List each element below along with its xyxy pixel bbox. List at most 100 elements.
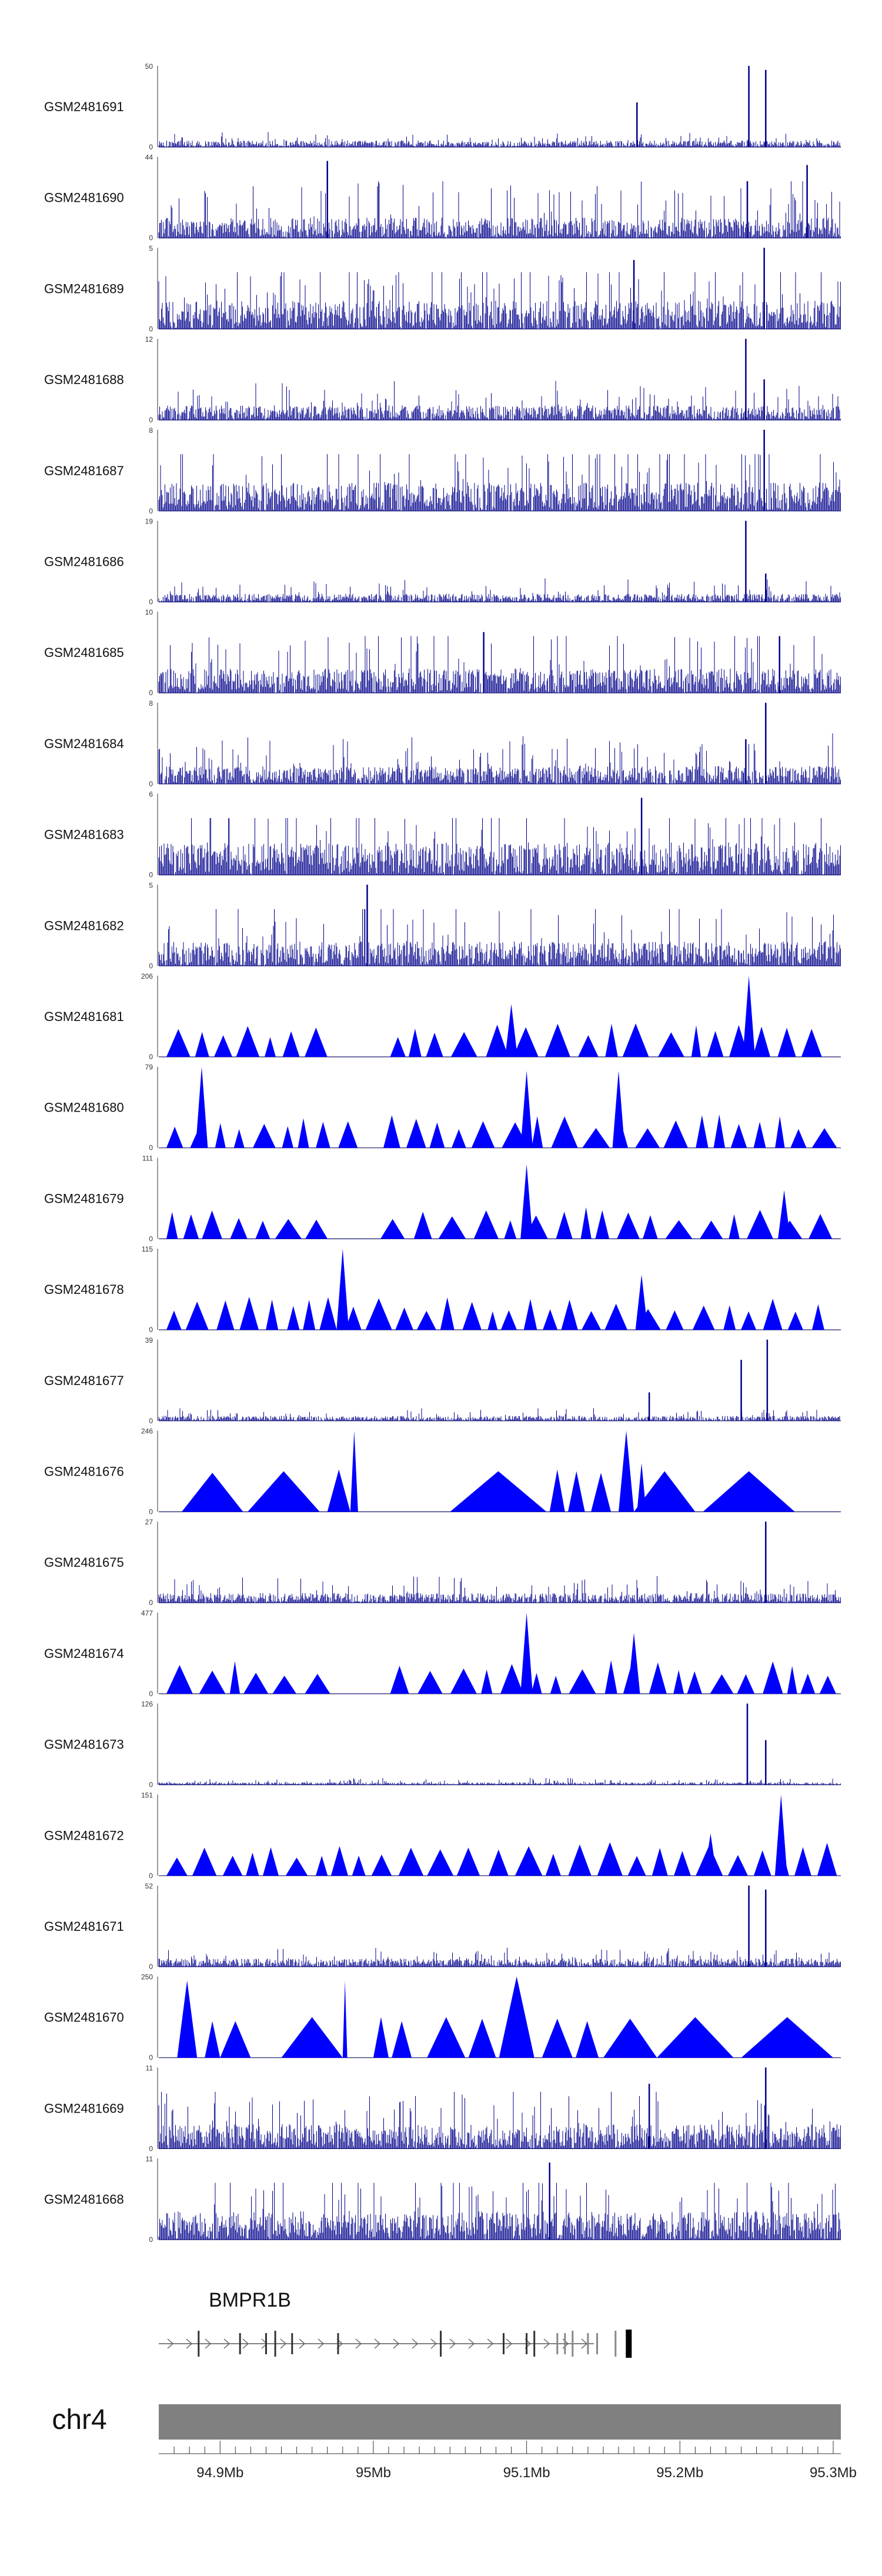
chromosome-ideogram-track: chr4 94.9Mb 95Mb 95.1Mb 95.2Mb 95.3Mb bbox=[52, 2404, 857, 2481]
gene-exon bbox=[596, 2333, 598, 2354]
signal-peak bbox=[627, 1633, 640, 1694]
signal-bars bbox=[158, 1778, 841, 1785]
tracks-group: GSM2481691500GSM2481690440GSM248168950GS… bbox=[44, 62, 841, 2244]
signal-triangle bbox=[426, 1032, 443, 1057]
signal-triangle bbox=[819, 1676, 836, 1694]
signal-triangle bbox=[617, 1212, 640, 1239]
signal-bars bbox=[158, 733, 841, 784]
signal-triangle bbox=[753, 1026, 770, 1057]
signal-triangle bbox=[753, 1850, 771, 1876]
track-GSM2481677: GSM2481677 39 0 bbox=[44, 1336, 841, 1425]
track-ymin-label: 0 bbox=[149, 1781, 153, 1789]
signal-triangle bbox=[545, 1854, 561, 1876]
signal-triangle bbox=[687, 1671, 702, 1694]
track-ymax-label: 6 bbox=[149, 790, 153, 799]
signal-triangle bbox=[285, 1857, 308, 1876]
signal-triangle bbox=[665, 1220, 693, 1239]
signal-triangle bbox=[330, 1846, 348, 1876]
signal-triangle bbox=[429, 1122, 445, 1148]
track-GSM2481689: GSM2481689 5 0 bbox=[44, 244, 841, 333]
track-ymin-label: 0 bbox=[149, 1417, 153, 1425]
track-ymax-label: 11 bbox=[146, 2155, 153, 2163]
signal-triangle bbox=[692, 1306, 715, 1330]
strand-arrow-icon bbox=[205, 2338, 212, 2349]
signal-triangle bbox=[352, 1856, 366, 1876]
signal-triangle bbox=[413, 1212, 432, 1239]
track-GSM2481685: GSM2481685 10 0 bbox=[44, 608, 841, 697]
signal-triangle bbox=[591, 1473, 611, 1512]
track-GSM2481674: GSM2481674 477 0 bbox=[44, 1609, 841, 1698]
track-ymax-label: 111 bbox=[142, 1154, 153, 1162]
track-ymax-label: 115 bbox=[142, 1245, 153, 1253]
gene-exon bbox=[626, 2330, 632, 2358]
signal-peak bbox=[774, 1794, 787, 1876]
signal-triangle bbox=[230, 1218, 248, 1239]
strand-arrow-icon bbox=[393, 2338, 400, 2349]
signal-triangle bbox=[523, 1299, 537, 1330]
signal-triangle bbox=[390, 1037, 406, 1057]
track-GSM2481683: GSM2481683 6 0 bbox=[44, 790, 841, 879]
signal-triangle bbox=[800, 1673, 816, 1694]
signal-triangle bbox=[305, 1219, 328, 1239]
signal-triangle bbox=[597, 1842, 623, 1876]
signal-triangle bbox=[787, 1312, 803, 1330]
track-ymax-label: 11 bbox=[146, 2064, 153, 2072]
signal-triangle bbox=[390, 1666, 409, 1694]
signal-triangle bbox=[674, 1851, 691, 1876]
signal-triangle bbox=[700, 1220, 723, 1239]
track-ymax-label: 477 bbox=[141, 1609, 153, 1617]
track-label: GSM2481681 bbox=[44, 1009, 124, 1024]
strand-arrow-icon bbox=[242, 2338, 249, 2349]
signal-triangle bbox=[578, 1035, 599, 1057]
signal-triangle bbox=[504, 1220, 517, 1239]
signal-triangle bbox=[723, 1305, 736, 1330]
signal-triangle bbox=[166, 1212, 178, 1239]
signal-triangle bbox=[673, 1670, 684, 1694]
signal-peak bbox=[704, 1833, 717, 1876]
signal-triangle bbox=[166, 1029, 191, 1057]
track-ymin-label: 0 bbox=[149, 962, 153, 970]
track-ymax-label: 250 bbox=[141, 1973, 153, 1981]
signal-triangle bbox=[582, 1311, 602, 1330]
gene-exon bbox=[265, 2333, 267, 2354]
signal-triangle bbox=[634, 1471, 696, 1512]
strand-arrow-icon bbox=[186, 2338, 193, 2349]
signal-triangle bbox=[568, 1844, 592, 1876]
signal-bars bbox=[158, 181, 841, 238]
signal-triangle bbox=[338, 1121, 358, 1148]
signal-triangle bbox=[205, 2021, 220, 2058]
signal-triangle bbox=[812, 1304, 824, 1330]
signal-triangle bbox=[663, 1120, 688, 1148]
track-GSM2481675: GSM2481675 27 0 bbox=[44, 1518, 841, 1607]
track-GSM2481691: GSM2481691 50 0 bbox=[44, 62, 841, 151]
track-label: GSM2481676 bbox=[44, 1464, 124, 1479]
signal-bars bbox=[158, 132, 841, 147]
signal-triangle bbox=[556, 1212, 573, 1239]
signal-triangle bbox=[450, 1669, 477, 1694]
track-ymax-label: 27 bbox=[145, 1518, 153, 1526]
signal-bars bbox=[158, 636, 841, 693]
signal-triangle bbox=[416, 1310, 436, 1330]
strand-arrow-icon bbox=[543, 2338, 550, 2349]
signal-triangle bbox=[305, 1027, 328, 1057]
signal-triangle bbox=[691, 1025, 701, 1057]
track-ymin-label: 0 bbox=[149, 2144, 153, 2153]
track-ymin-label: 0 bbox=[149, 1963, 153, 1971]
signal-peak bbox=[743, 976, 755, 1057]
signal-triangle bbox=[342, 1980, 348, 2058]
signal-triangle bbox=[817, 1843, 837, 1876]
signal-triangle bbox=[707, 1031, 724, 1057]
signal-triangle bbox=[345, 1306, 362, 1330]
track-ymin-label: 0 bbox=[149, 598, 153, 606]
gene-exon bbox=[198, 2331, 200, 2357]
signal-triangle bbox=[544, 1023, 570, 1057]
signal-triangle bbox=[811, 1128, 837, 1148]
signal-triangle bbox=[438, 1216, 466, 1239]
signal-triangle bbox=[263, 1847, 279, 1876]
track-ymin-label: 0 bbox=[149, 689, 153, 697]
track-GSM2481678: GSM2481678 115 0 bbox=[44, 1245, 841, 1334]
track-ymin-label: 0 bbox=[149, 1144, 153, 1152]
signal-triangle bbox=[246, 1853, 259, 1876]
signal-triangle bbox=[199, 1670, 226, 1694]
